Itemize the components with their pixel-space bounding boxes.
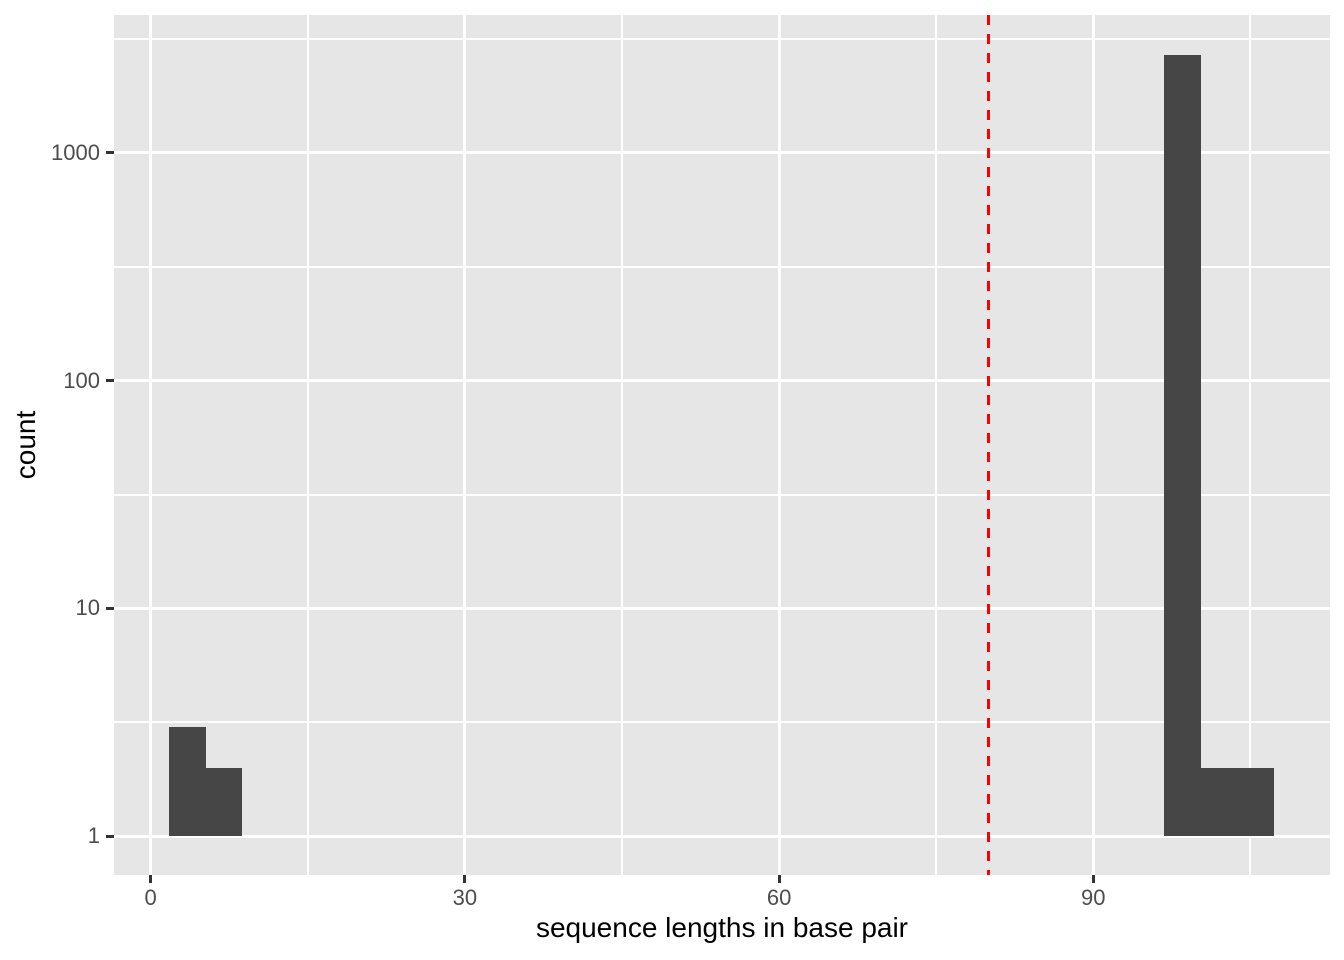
y-tick-label: 100 — [63, 367, 100, 393]
histogram-bar — [1237, 767, 1274, 837]
y-tick-mark — [106, 379, 114, 383]
gridline-minor-y — [114, 493, 1330, 496]
plot-panel — [114, 15, 1330, 875]
y-tick-mark — [106, 834, 114, 838]
gridline-major-y — [114, 834, 1330, 838]
histogram-bar — [1200, 767, 1238, 837]
gridline-major-y — [114, 151, 1330, 155]
y-tick-mark — [106, 151, 114, 155]
x-axis-title: sequence lengths in base pair — [535, 912, 909, 943]
y-tick-label: 1000 — [51, 139, 100, 165]
gridline-major-x — [777, 15, 781, 875]
gridline-major-x — [463, 15, 467, 875]
histogram-bar — [168, 727, 206, 837]
gridline-minor-x — [935, 15, 938, 875]
x-tick-label: 0 — [144, 885, 157, 910]
gridline-major-x — [149, 15, 153, 875]
x-tick-label: 60 — [766, 885, 792, 910]
threshold-vline — [987, 15, 991, 875]
gridline-minor-x — [620, 15, 623, 875]
y-tick-label: 1 — [87, 823, 100, 849]
x-tick-label: 30 — [452, 885, 478, 910]
histogram-bar — [205, 767, 243, 837]
gridline-minor-x — [1249, 15, 1252, 875]
x-tick-label: 90 — [1081, 885, 1106, 910]
gridline-major-x — [1091, 15, 1095, 875]
gridline-minor-y — [114, 38, 1330, 41]
x-tick-mark — [463, 875, 467, 883]
histogram-bar — [1163, 54, 1201, 837]
gridline-major-y — [114, 379, 1330, 383]
gridline-minor-y — [114, 721, 1330, 724]
x-tick-mark — [777, 875, 781, 883]
gridline-minor-x — [306, 15, 309, 875]
y-tick-label: 10 — [75, 595, 100, 621]
x-tick-mark — [1091, 875, 1095, 883]
gridline-minor-y — [114, 265, 1330, 268]
y-tick-mark — [106, 606, 114, 610]
y-axis-title: count — [10, 410, 41, 480]
x-tick-mark — [149, 875, 153, 883]
gridline-major-y — [114, 606, 1330, 610]
